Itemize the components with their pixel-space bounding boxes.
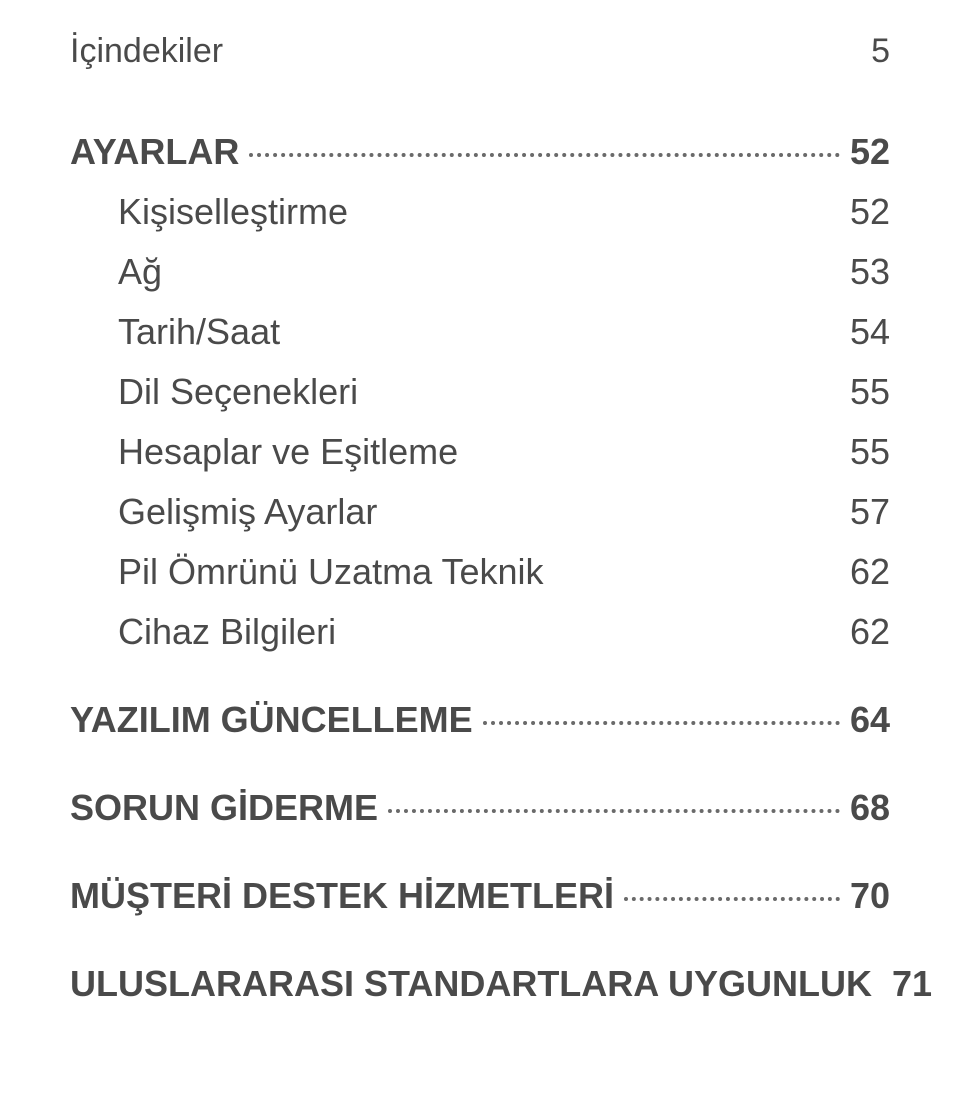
toc-section-page: 71 (892, 963, 932, 1005)
page-header: İçindekiler 5 (70, 32, 890, 71)
toc-section-page: 52 (850, 131, 890, 173)
toc-section-title: MÜŞTERİ DESTEK HİZMETLERİ (70, 875, 614, 917)
header-title: İçindekiler (70, 32, 223, 71)
toc-sub-item: Tarih/Saat 54 (70, 311, 890, 353)
toc-sub-label: Hesaplar ve Eşitleme (118, 431, 458, 473)
toc-section-title: AYARLAR (70, 131, 239, 173)
dot-leader (624, 897, 840, 901)
toc-section: AYARLAR 52 (70, 131, 890, 173)
toc-section-title: SORUN GİDERME (70, 787, 378, 829)
toc-sub-page: 52 (850, 191, 890, 233)
toc-sub-page: 62 (850, 551, 890, 593)
toc-sub-item: Ağ 53 (70, 251, 890, 293)
toc-section-title: ULUSLARARASI STANDARTLARA UYGUNLUK (70, 963, 872, 1005)
toc-sub-item: Hesaplar ve Eşitleme 55 (70, 431, 890, 473)
toc-sub-item: Gelişmiş Ayarlar 57 (70, 491, 890, 533)
toc-sub-item: Pil Ömrünü Uzatma Teknik 62 (70, 551, 890, 593)
toc-sub-item: Dil Seçenekleri 55 (70, 371, 890, 413)
dot-leader (249, 153, 840, 157)
toc-section: YAZILIM GÜNCELLEME 64 (70, 699, 890, 741)
toc-sub-page: 55 (850, 431, 890, 473)
toc-sub-page: 55 (850, 371, 890, 413)
toc-sub-page: 57 (850, 491, 890, 533)
toc-sub-item: Cihaz Bilgileri 62 (70, 611, 890, 653)
toc-sub-page: 54 (850, 311, 890, 353)
dot-leader (483, 721, 840, 725)
toc-sub-item: Kişiselleştirme 52 (70, 191, 890, 233)
dot-leader (388, 809, 840, 813)
toc-sub-label: Cihaz Bilgileri (118, 611, 336, 653)
toc-section: ULUSLARARASI STANDARTLARA UYGUNLUK 71 (70, 963, 890, 1005)
toc-section-page: 68 (850, 787, 890, 829)
toc-section: SORUN GİDERME 68 (70, 787, 890, 829)
toc-section-title: YAZILIM GÜNCELLEME (70, 699, 473, 741)
toc-section-page: 64 (850, 699, 890, 741)
toc-sub-page: 53 (850, 251, 890, 293)
toc-section: MÜŞTERİ DESTEK HİZMETLERİ 70 (70, 875, 890, 917)
toc-sub-label: Tarih/Saat (118, 311, 280, 353)
toc-sub-label: Kişiselleştirme (118, 191, 348, 233)
toc-sub-label: Pil Ömrünü Uzatma Teknik (118, 551, 543, 593)
toc-sub-label: Dil Seçenekleri (118, 371, 358, 413)
toc-sub-label: Ağ (118, 251, 162, 293)
toc-sub-page: 62 (850, 611, 890, 653)
header-page-number: 5 (871, 32, 890, 71)
toc-section-page: 70 (850, 875, 890, 917)
toc-sub-label: Gelişmiş Ayarlar (118, 491, 377, 533)
